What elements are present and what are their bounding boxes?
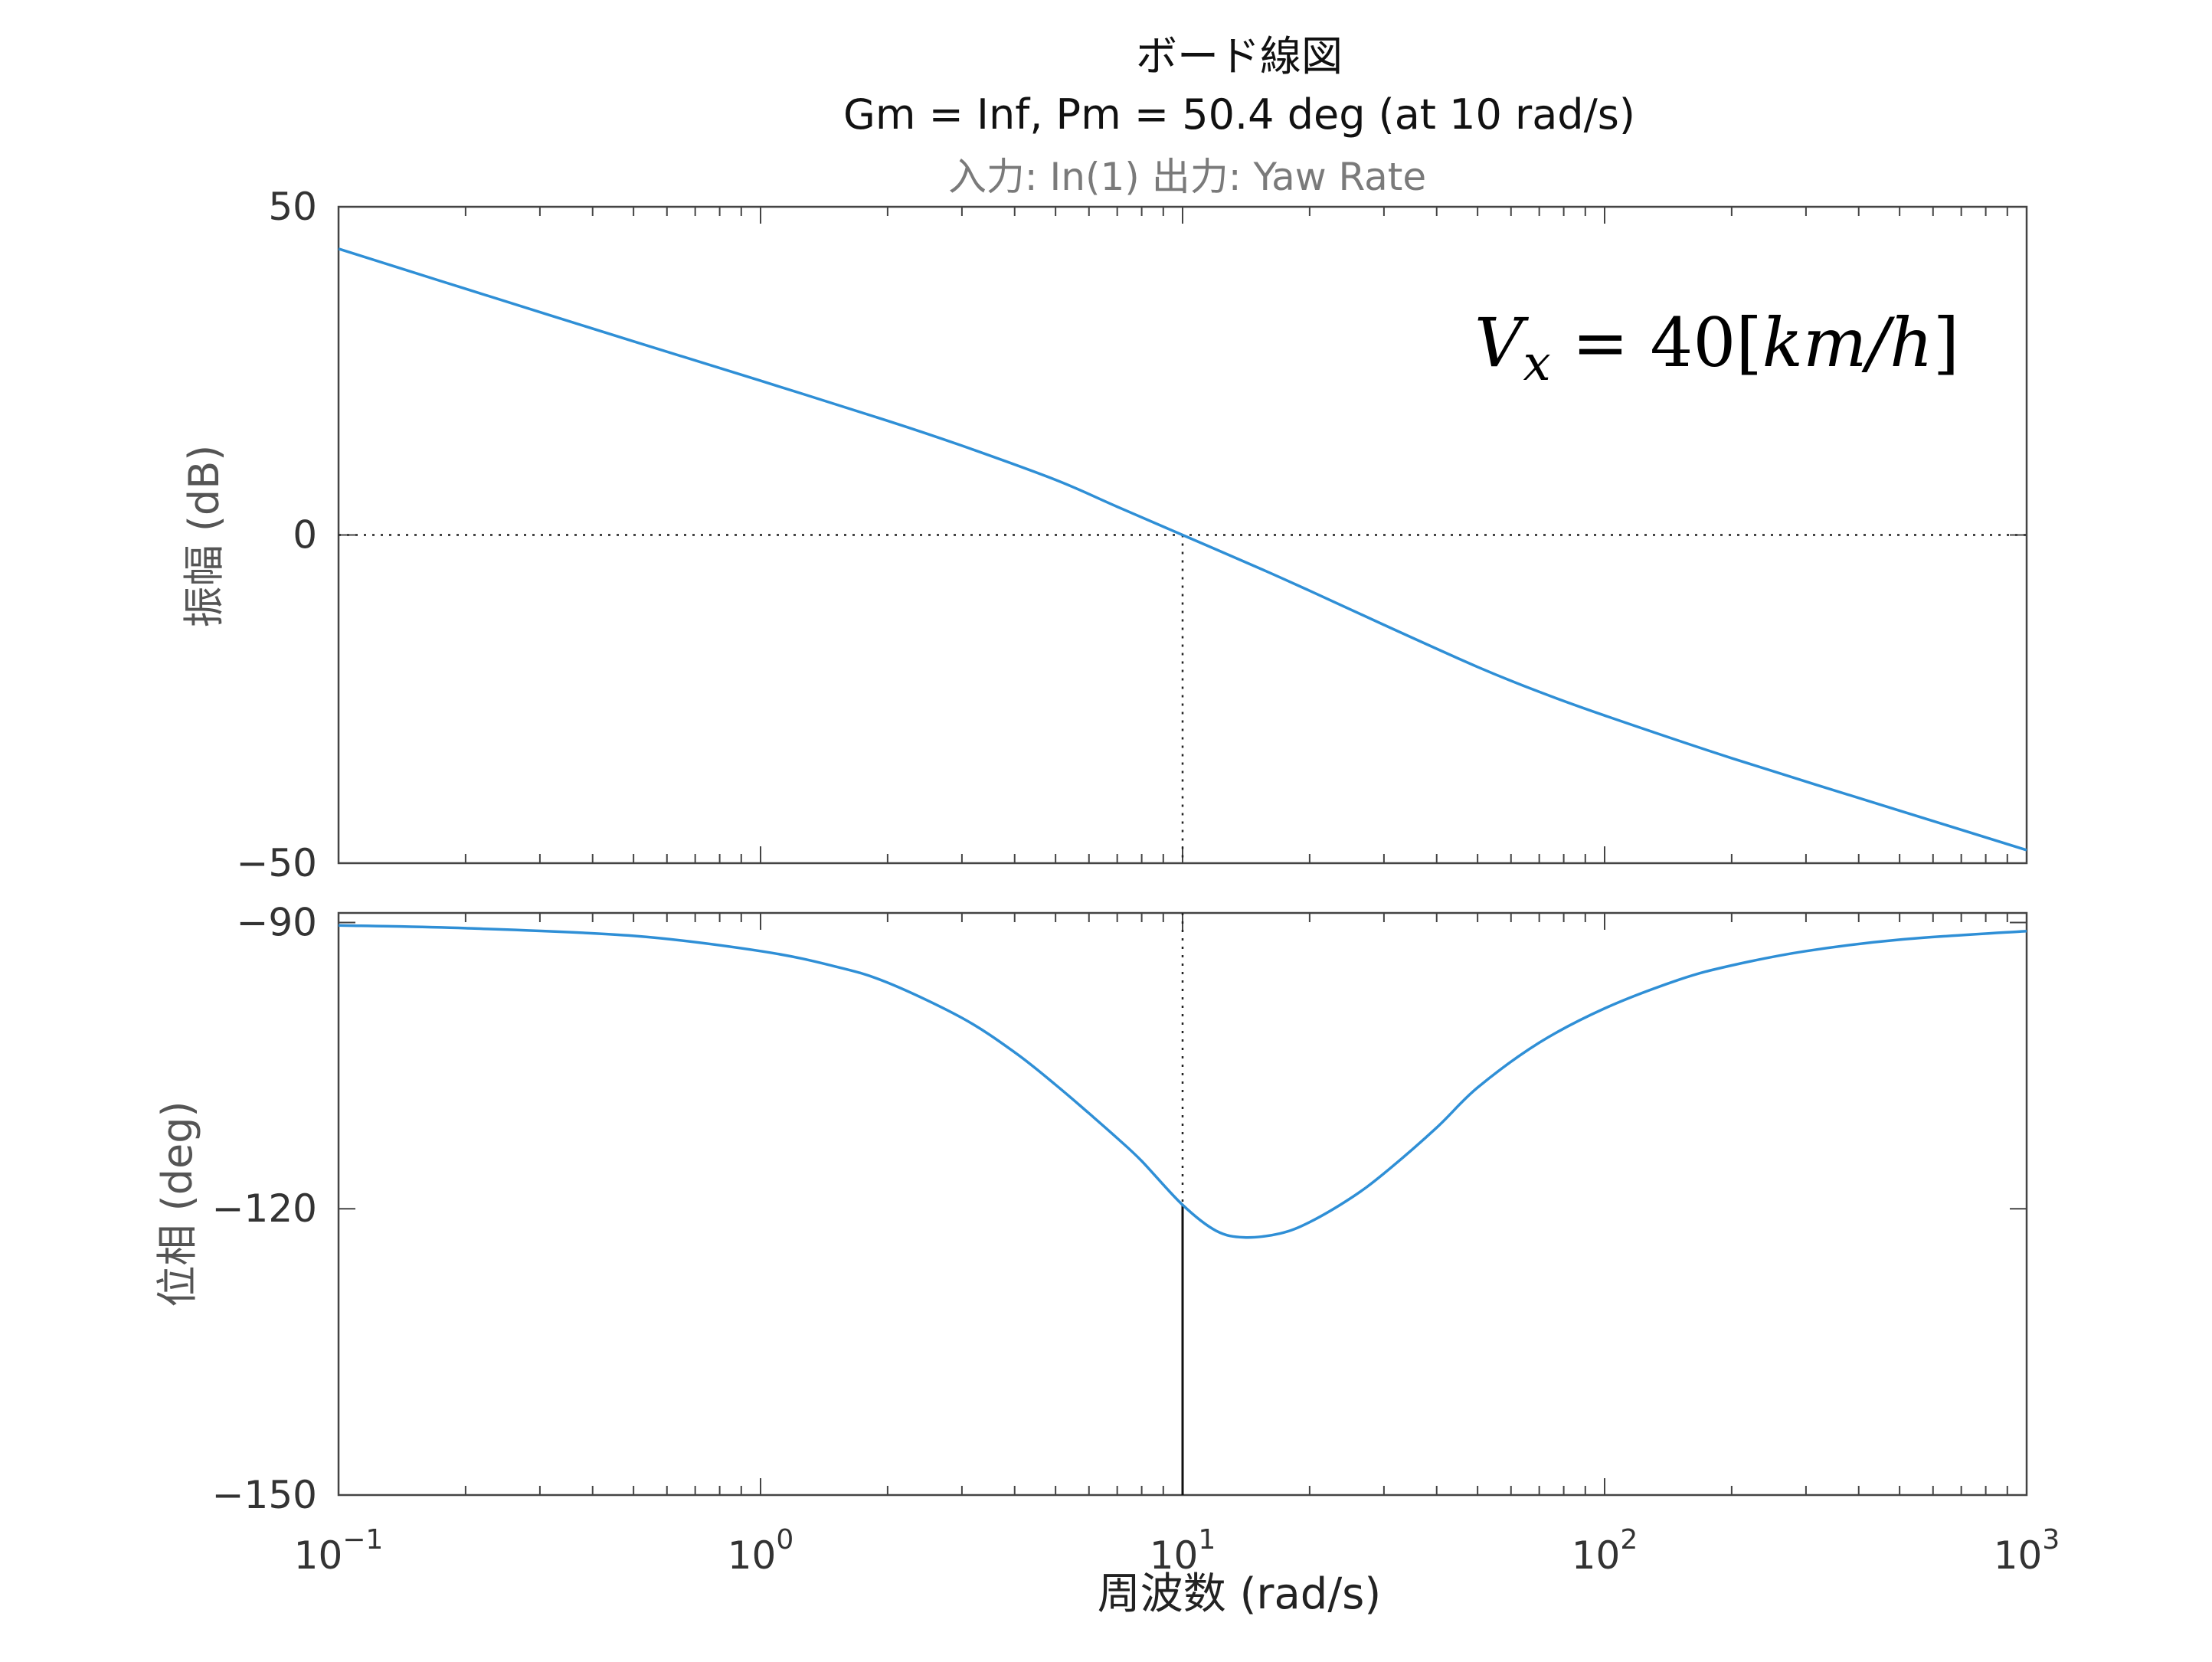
x-tick-label: 102 (1572, 1524, 1638, 1578)
annotation-equals: = 40[ (1551, 303, 1762, 382)
annotation-unit: km/h (1762, 303, 1933, 382)
x-tick-label: 100 (728, 1524, 794, 1578)
phase-plot: −90 −120 −150 位相 (deg) (153, 900, 2028, 1517)
phase-y-tick-label: −120 (212, 1186, 317, 1231)
phase-curve (338, 924, 2027, 1239)
x-tick-label: 101 (1150, 1524, 1216, 1578)
magnitude-y-tick-label: 50 (268, 185, 317, 229)
phase-y-tick-label: −90 (236, 900, 317, 944)
annotation-symbol: V (1474, 303, 1530, 382)
phase-x-ticks (338, 913, 2008, 1495)
magnitude-y-axis-label: 振幅 (dB) (180, 445, 228, 628)
magnitude-y-tick-label: −50 (236, 841, 317, 885)
magnitude-x-ticks (338, 207, 2008, 863)
x-tick-label: 10−1 (294, 1524, 384, 1578)
chart-title: ボード線図 (1136, 32, 1343, 80)
io-label: 入力: In(1) 出力: Yaw Rate (948, 155, 1426, 199)
magnitude-plot: 50 0 −50 振幅 (dB) (180, 185, 2028, 885)
x-tick-label: 103 (1994, 1524, 2060, 1578)
annotation-subscript: x (1523, 335, 1551, 392)
magnitude-y-tick-label: 0 (293, 513, 317, 558)
chart-subtitle: Gm = Inf, Pm = 50.4 deg (at 10 rad/s) (843, 90, 1635, 139)
phase-y-tick-label: −150 (212, 1473, 317, 1517)
x-axis-label: 周波数 (rad/s) (1098, 1569, 1381, 1619)
phase-y-axis-label: 位相 (deg) (153, 1101, 201, 1307)
phase-y-ticks: −90 −120 −150 (212, 900, 2027, 1517)
x-tick-labels: 10−1 100 101 102 103 (294, 1524, 2060, 1578)
speed-annotation: Vx = 40[km/h] (1474, 303, 1959, 392)
magnitude-curve (338, 247, 2027, 852)
magnitude-y-ticks: 50 0 −50 (236, 185, 2027, 885)
annotation-close-bracket: ] (1933, 303, 1959, 382)
